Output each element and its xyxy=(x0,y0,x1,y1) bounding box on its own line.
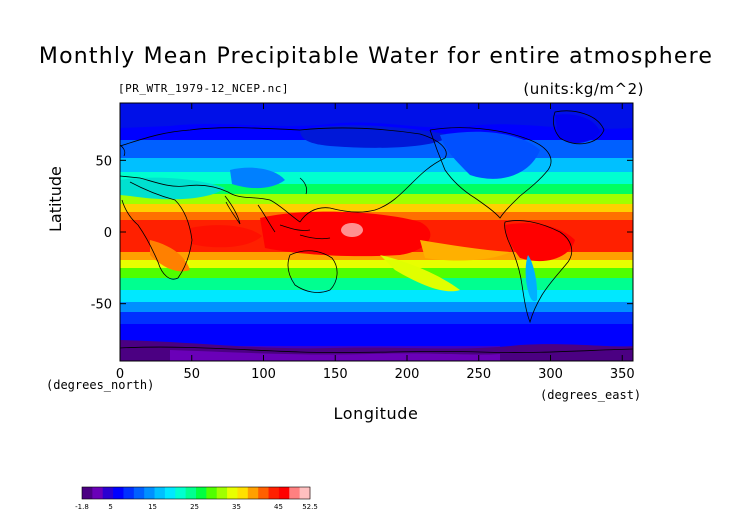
band-south-sky xyxy=(120,302,633,314)
colorbar-swatch xyxy=(196,487,207,499)
coastline-australia xyxy=(287,250,338,293)
indian-ocean-warm xyxy=(190,225,262,248)
band-south-orange xyxy=(120,252,633,262)
band-south-lime xyxy=(120,268,633,280)
longitude-unit-label: (degrees_east) xyxy=(540,388,642,402)
colorbar-swatch xyxy=(82,487,93,499)
africa-south-moist xyxy=(150,240,190,272)
x-axis-label: Longitude xyxy=(333,404,419,423)
colorbar-swatch xyxy=(113,487,124,499)
coastlines-layer xyxy=(120,110,633,353)
x-tick-label: 300 xyxy=(538,367,563,382)
colorbar-swatch xyxy=(216,487,228,499)
colorbar-swatch xyxy=(102,487,114,499)
colorbar-swatch xyxy=(154,487,166,499)
colorbar-tick-label: -1.8 xyxy=(75,503,89,511)
coastline-south-america xyxy=(504,220,573,324)
colorbar-swatch xyxy=(258,487,270,499)
greenland-dry xyxy=(555,114,600,144)
colorbar-tick-label: 15 xyxy=(148,503,157,511)
colorbar-swatch xyxy=(206,487,218,499)
x-tick-label: 250 xyxy=(466,367,491,382)
units-label: (units:kg/m^2) xyxy=(523,80,644,98)
colorbar-swatch xyxy=(92,487,104,499)
arctic-blue-region xyxy=(120,103,633,129)
coastline-southeast-asia xyxy=(257,204,331,240)
siberia-dark xyxy=(300,125,450,148)
source-file-label: [PR_WTR_1979-12_NCEP.nc] xyxy=(118,82,289,95)
field-layer xyxy=(120,103,633,361)
coastline-africa xyxy=(121,181,193,280)
amazon-moist xyxy=(505,223,575,262)
x-tick-label: 150 xyxy=(323,367,348,382)
colorbar-swatch xyxy=(175,487,187,499)
warm-pool-peak xyxy=(341,223,363,237)
colorbar-swatch xyxy=(164,487,176,499)
colorbar-swatch xyxy=(278,487,290,499)
north-america-dry xyxy=(440,131,540,179)
x-tick-label: 0 xyxy=(116,367,124,382)
y-tick-label: 50 xyxy=(95,154,112,169)
coastline-north-america xyxy=(429,127,552,219)
colorbar-tick-label: 35 xyxy=(232,503,241,511)
band-south-blue xyxy=(120,312,633,326)
colorbar-frame xyxy=(81,486,311,500)
colorbar-tick-label: 52.5 xyxy=(302,503,318,511)
tibet-dry xyxy=(230,167,285,189)
band-south-green xyxy=(120,278,633,292)
colorbar-swatch xyxy=(247,487,259,499)
colorbar-tick-label: 5 xyxy=(108,503,112,511)
x-ticks: 0 50 100 150 200 250 300 350 xyxy=(116,103,635,382)
colorbar-tick-label: 25 xyxy=(190,503,199,511)
colorbar-swatch xyxy=(237,487,249,499)
south-pacific-spcz xyxy=(380,255,460,292)
colorbar-swatch xyxy=(289,487,301,499)
coastline-antarctica xyxy=(120,346,633,353)
coastline-europe-asia xyxy=(120,127,447,223)
colorbar-swatch xyxy=(227,487,238,499)
colorbar-swatch xyxy=(144,487,156,499)
y-ticks: 50 0 -50 xyxy=(91,154,633,313)
y-tick-label: -50 xyxy=(91,298,112,313)
band-south-yellow xyxy=(120,260,633,270)
x-tick-label: 50 xyxy=(183,367,200,382)
y-tick-label: 0 xyxy=(104,226,112,241)
coastline-greenland xyxy=(553,110,605,145)
coastline-japan xyxy=(299,177,308,195)
coastline-india xyxy=(224,195,241,225)
colorbar-tick-label: 45 xyxy=(274,503,283,511)
band-south-cyan xyxy=(120,290,633,304)
colorbar-swatch xyxy=(268,487,280,499)
colorbar-swatch xyxy=(185,487,197,499)
east-pacific-tongue xyxy=(420,240,510,261)
coastline-uk xyxy=(120,144,126,157)
colorbar: -1.8 5 15 25 35 45 52.5 xyxy=(75,486,318,511)
band-north-mid xyxy=(120,158,633,174)
latitude-unit-label: (degrees_north) xyxy=(46,378,155,392)
colorbar-swatch xyxy=(133,487,145,499)
andes-dry xyxy=(525,255,538,302)
colorbar-swatch xyxy=(299,487,311,499)
colorbar-swatch xyxy=(123,487,135,499)
x-tick-label: 350 xyxy=(610,367,635,382)
x-tick-label: 100 xyxy=(251,367,276,382)
map-title: Monthly Mean Precipitable Water for enti… xyxy=(38,44,714,69)
x-tick-label: 200 xyxy=(395,367,420,382)
sahara-dry xyxy=(120,177,225,200)
